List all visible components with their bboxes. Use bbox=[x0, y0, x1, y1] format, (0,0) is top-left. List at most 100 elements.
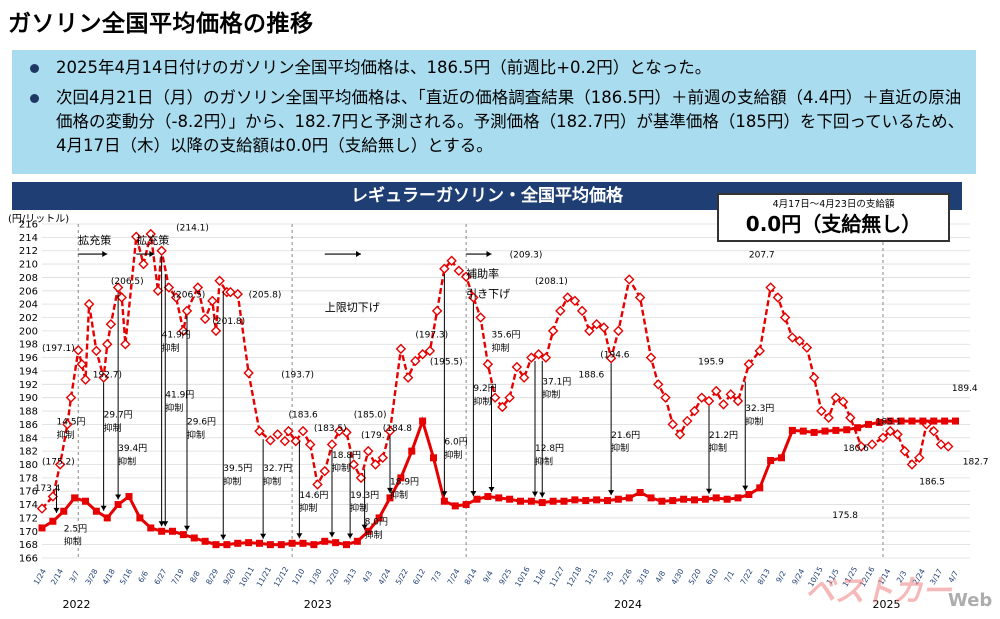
data-point-without-subsidy bbox=[613, 325, 624, 337]
data-point-without-subsidy bbox=[116, 292, 127, 303]
subsidy-amount: 0.0円（支給無し） bbox=[745, 212, 922, 236]
data-point-actual bbox=[658, 497, 666, 505]
data-point-without-subsidy bbox=[703, 395, 715, 407]
data-point-without-subsidy bbox=[540, 352, 552, 363]
year-label: 2023 bbox=[304, 598, 332, 611]
data-point-actual bbox=[332, 539, 340, 547]
chart-annotation: 抑制 bbox=[57, 429, 75, 441]
chart-annotation: 18.9円 bbox=[390, 477, 419, 488]
data-point-without-subsidy bbox=[555, 305, 566, 317]
chart-annotation: 抑制 bbox=[444, 449, 462, 461]
data-point-without-subsidy bbox=[207, 295, 218, 307]
data-point-actual bbox=[810, 428, 818, 436]
chart-annotation: 抑制 bbox=[535, 455, 553, 467]
data-point-without-subsidy bbox=[384, 425, 396, 437]
chart-annotation: 41.9円 bbox=[165, 390, 194, 401]
data-point-without-subsidy bbox=[98, 372, 109, 383]
y-tick-label: 198 bbox=[19, 340, 38, 351]
chart-annotation: (206.5) bbox=[111, 277, 144, 287]
data-point-actual bbox=[560, 497, 568, 505]
data-point-without-subsidy bbox=[899, 445, 910, 457]
data-point-without-subsidy bbox=[243, 367, 254, 379]
data-point-without-subsidy bbox=[120, 339, 131, 350]
data-point-actual bbox=[625, 494, 633, 502]
chart-annotation: 39.5円 bbox=[223, 463, 252, 474]
y-tick-label: 190 bbox=[19, 393, 38, 404]
chart-annotation: 抑制 bbox=[162, 342, 180, 354]
chart-annotation: 抑制 bbox=[745, 415, 763, 427]
chart-annotation: 173.4 bbox=[35, 484, 61, 494]
data-point-actual bbox=[125, 493, 133, 501]
data-point-actual bbox=[691, 496, 698, 504]
data-point-actual bbox=[440, 497, 448, 505]
y-tick-label: 174 bbox=[19, 500, 38, 511]
data-point-without-subsidy bbox=[772, 292, 784, 303]
x-tick-label: 6/6 bbox=[136, 569, 150, 584]
data-point-without-subsidy bbox=[591, 318, 602, 330]
data-point-without-subsidy bbox=[732, 395, 744, 407]
data-point-without-subsidy bbox=[645, 352, 657, 363]
chart-annotation: 14.5円 bbox=[57, 416, 86, 427]
x-tick-label: 6/12 bbox=[411, 567, 427, 586]
data-point-without-subsidy bbox=[439, 263, 450, 274]
data-point-without-subsidy bbox=[816, 405, 827, 417]
chart-annotation: 21.6円 bbox=[611, 430, 640, 441]
chart-annotation: 207.7 bbox=[749, 250, 775, 260]
data-point-without-subsidy bbox=[62, 419, 73, 430]
chart-annotation: 9.2円 bbox=[473, 383, 496, 394]
data-point-without-subsidy bbox=[866, 439, 878, 450]
data-point-without-subsidy bbox=[80, 374, 91, 385]
data-point-actual bbox=[245, 539, 253, 547]
x-tick-label: 1/15 bbox=[583, 567, 599, 586]
y-tick-label: 208 bbox=[19, 273, 38, 284]
data-point-without-subsidy bbox=[689, 405, 700, 417]
y-tick-label: 180 bbox=[19, 460, 38, 471]
data-point-actual bbox=[223, 541, 231, 549]
data-point-actual bbox=[527, 497, 535, 505]
subsidy-arrow-head bbox=[162, 521, 169, 527]
subsidy-arrow-head bbox=[441, 491, 448, 497]
data-point-actual bbox=[723, 495, 731, 503]
data-point-without-subsidy bbox=[576, 305, 588, 317]
data-point-without-subsidy bbox=[279, 435, 291, 447]
data-point-without-subsidy bbox=[65, 392, 77, 403]
summary-bullet-1-text: 2025年4月14日付けのガソリン全国平均価格は、186.5円（前週比+0.2円… bbox=[56, 58, 712, 77]
chart-annotation: 抑制 bbox=[187, 429, 205, 441]
data-point-actual bbox=[49, 517, 57, 525]
y-tick-label: 204 bbox=[19, 300, 38, 311]
data-point-actual bbox=[734, 494, 742, 502]
chart-annotation: 抑制 bbox=[350, 502, 368, 514]
data-point-without-subsidy bbox=[305, 439, 316, 450]
data-point-without-subsidy bbox=[725, 389, 736, 400]
chart-annotation: (193.7) bbox=[281, 371, 314, 381]
data-point-without-subsidy bbox=[526, 352, 537, 363]
data-point-without-subsidy bbox=[341, 427, 352, 438]
data-point-without-subsidy bbox=[36, 503, 48, 514]
chart-annotation: 182.7 bbox=[963, 457, 989, 467]
data-point-without-subsidy bbox=[906, 459, 918, 470]
subsidy-arrow-head bbox=[742, 485, 749, 491]
chart-annotation: 抑制 bbox=[542, 389, 560, 401]
x-tick-label: 8/29 bbox=[204, 567, 220, 586]
policy-arrow-head bbox=[102, 251, 108, 258]
data-point-without-subsidy bbox=[667, 419, 678, 430]
data-point-actual bbox=[158, 527, 166, 535]
x-tick-label: 4/30 bbox=[669, 567, 685, 586]
chart-annotation: (194.6 bbox=[600, 351, 630, 361]
summary-panel: 2025年4月14日付けのガソリン全国平均価格は、186.5円（前週比+0.2円… bbox=[12, 50, 976, 174]
y-tick-label: 216 bbox=[19, 220, 38, 231]
chart-annotation: (185.0) bbox=[354, 411, 387, 421]
data-point-without-subsidy bbox=[181, 305, 193, 317]
x-tick-label: 6/27 bbox=[152, 567, 168, 586]
data-point-actual bbox=[353, 537, 361, 545]
year-label: 2024 bbox=[614, 598, 642, 611]
x-tick-label: 8/8 bbox=[188, 569, 202, 584]
data-point-without-subsidy bbox=[178, 325, 189, 337]
chart-annotation: 185.1 bbox=[876, 417, 902, 427]
subsidy-arrow-head bbox=[470, 490, 477, 496]
data-point-actual bbox=[875, 418, 883, 426]
data-point-without-subsidy bbox=[424, 345, 436, 357]
chart-annotation: 抑制 bbox=[473, 395, 491, 407]
chart-annotation: 引き下げ bbox=[466, 286, 510, 300]
data-point-without-subsidy bbox=[431, 305, 443, 317]
